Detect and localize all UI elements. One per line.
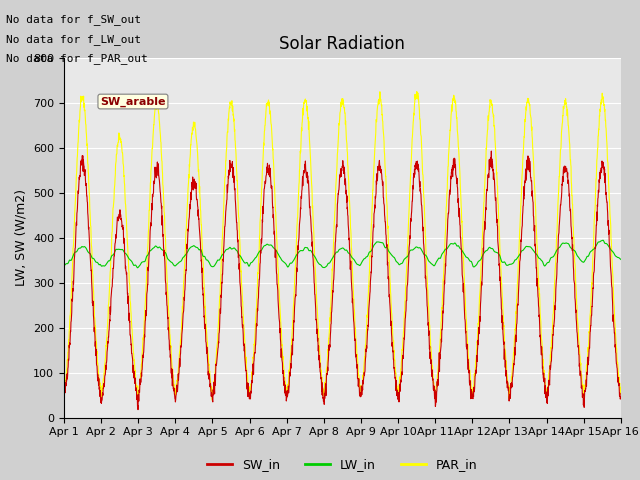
Line: LW_in: LW_in <box>64 240 621 268</box>
PAR_in <box>359 377 367 383</box>
SW_in <box>488 148 495 154</box>
LW_in <box>617 256 625 262</box>
Y-axis label: LW, SW (W/m2): LW, SW (W/m2) <box>15 189 28 286</box>
SW_in <box>216 326 223 332</box>
PAR_in <box>584 354 591 360</box>
Text: No data for f_SW_out: No data for f_SW_out <box>6 14 141 25</box>
LW_in <box>568 246 575 252</box>
Text: No data for f_PAR_out: No data for f_PAR_out <box>6 53 148 64</box>
Text: SW_arable: SW_arable <box>100 96 166 107</box>
PAR_in <box>216 298 223 303</box>
SW_in <box>359 387 367 393</box>
SW_in <box>617 394 625 400</box>
SW_in <box>134 407 142 412</box>
LW_in <box>60 263 68 268</box>
PAR_in <box>568 192 576 198</box>
LW_in <box>359 258 367 264</box>
SW_in <box>505 384 513 390</box>
Title: Solar Radiation: Solar Radiation <box>280 35 405 53</box>
Line: SW_in: SW_in <box>64 151 621 409</box>
PAR_in <box>413 89 420 95</box>
LW_in <box>599 237 607 243</box>
LW_in <box>216 257 223 263</box>
LW_in <box>134 265 141 271</box>
SW_in <box>60 394 68 399</box>
SW_in <box>371 202 379 208</box>
SW_in <box>568 234 576 240</box>
Line: PAR_in: PAR_in <box>64 92 621 401</box>
LW_in <box>504 262 512 268</box>
PAR_in <box>371 144 379 150</box>
LW_in <box>584 253 591 259</box>
PAR_in <box>617 391 625 397</box>
Text: No data for f_LW_out: No data for f_LW_out <box>6 34 141 45</box>
PAR_in <box>134 398 142 404</box>
SW_in <box>584 365 591 371</box>
LW_in <box>371 241 379 247</box>
PAR_in <box>505 385 513 391</box>
PAR_in <box>60 390 68 396</box>
Legend: SW_in, LW_in, PAR_in: SW_in, LW_in, PAR_in <box>202 453 483 476</box>
